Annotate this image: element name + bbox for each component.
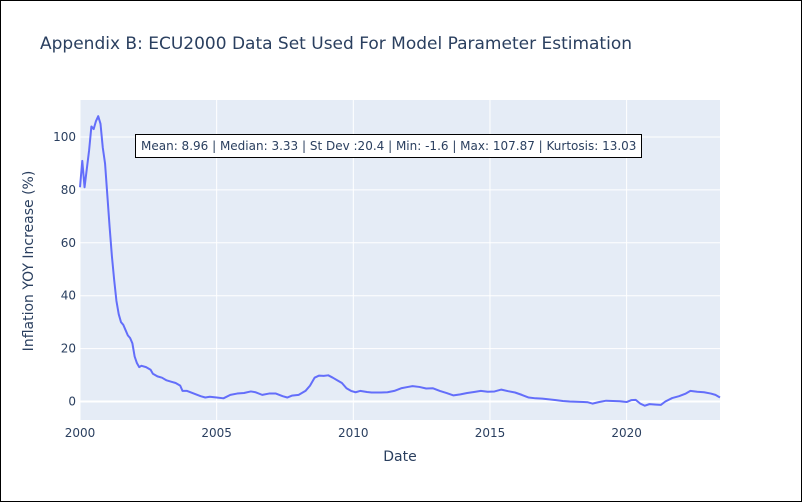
x-tick-label-2015: 2015 — [475, 426, 506, 440]
y-axis-ticks: 0 20 40 60 80 100 — [53, 130, 76, 408]
x-tick-label-2005: 2005 — [201, 426, 232, 440]
x-tick-label-2020: 2020 — [611, 426, 642, 440]
y-tick-label-80: 80 — [61, 183, 76, 197]
series-line — [79, 115, 721, 407]
chart-title: Appendix B: ECU2000 Data Set Used For Mo… — [40, 34, 632, 54]
summary-stats-annotation: Mean: 8.96 | Median: 3.33 | St Dev :20.4… — [135, 134, 643, 158]
y-tick-label-0: 0 — [68, 394, 76, 408]
x-tick-label-2010: 2010 — [338, 426, 369, 440]
y-tick-label-100: 100 — [53, 130, 76, 144]
y-axis-title: Inflation YOY Increase (%) — [21, 171, 37, 352]
y-tick-label-40: 40 — [61, 289, 76, 303]
x-axis-title: Date — [383, 449, 416, 465]
y-tick-label-20: 20 — [61, 342, 76, 356]
y-tick-label-60: 60 — [61, 236, 76, 250]
x-tick-label-2000: 2000 — [65, 426, 96, 440]
x-axis-ticks: 2000 2005 2010 2015 2020 — [65, 426, 642, 440]
